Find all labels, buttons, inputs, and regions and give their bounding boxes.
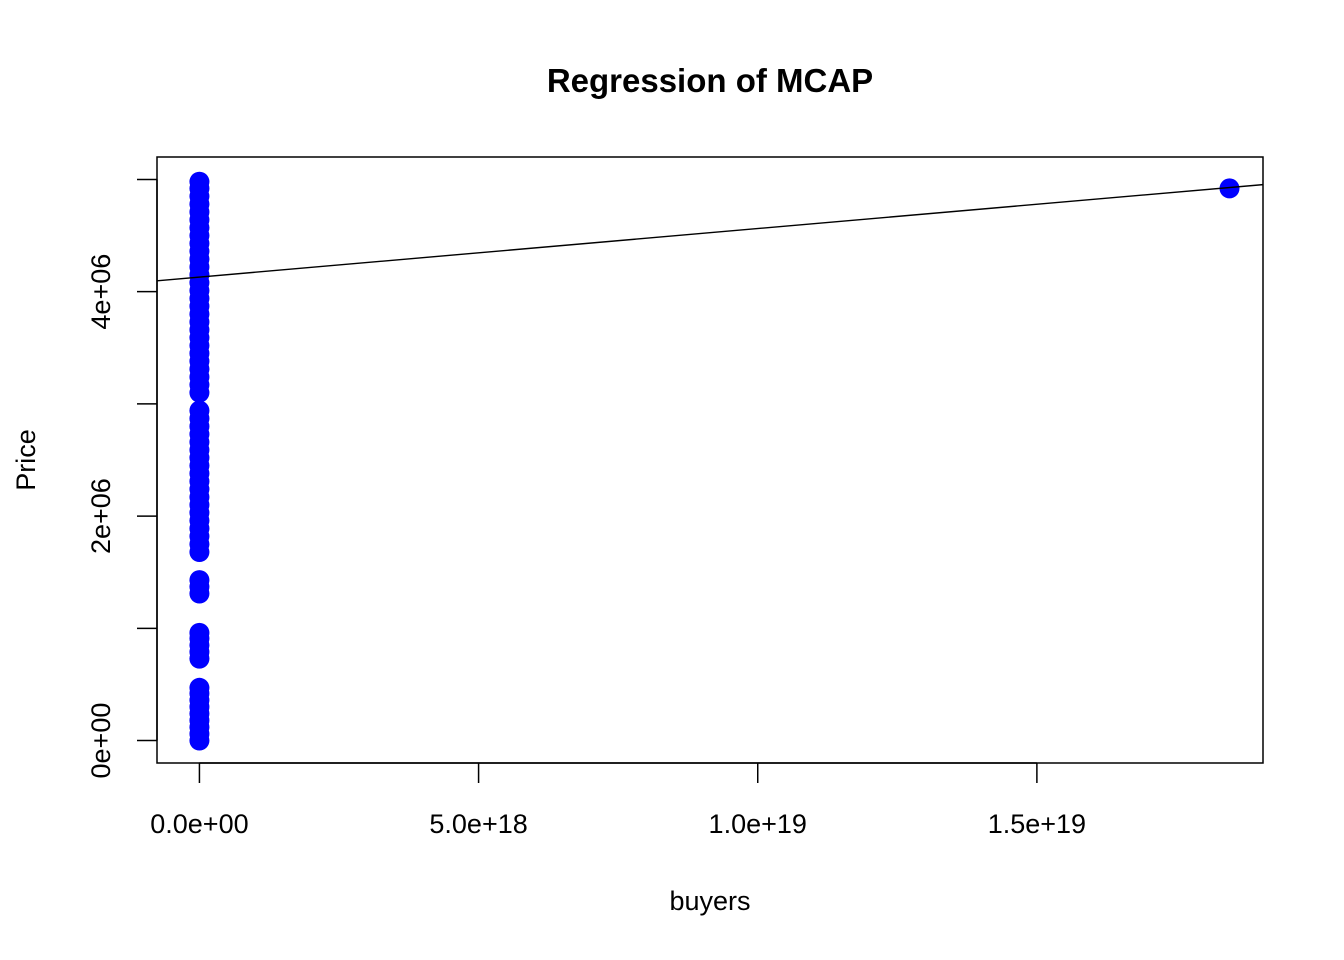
x-tick-label: 1.0e+19 [709, 809, 807, 839]
y-axis: 0e+00 2e+06 4e+06 [86, 178, 158, 779]
data-point [189, 570, 210, 591]
points-layer [189, 171, 1240, 751]
y-tick-label: 4e+06 [86, 254, 116, 330]
data-point [1219, 178, 1240, 199]
y-tick-label: 0e+00 [86, 703, 116, 779]
plot-frame [156, 156, 1264, 764]
data-point [189, 400, 210, 421]
plot-area [156, 171, 1264, 751]
regression-line [156, 183, 1264, 282]
data-point [189, 677, 210, 698]
data-point [189, 622, 210, 643]
x-tick-label: 5.0e+18 [429, 809, 527, 839]
x-tick-label: 0.0e+00 [150, 809, 248, 839]
x-axis: 0.0e+00 5.0e+18 1.0e+19 1.5e+19 [150, 762, 1086, 839]
data-point [189, 171, 210, 192]
y-tick-label: 2e+06 [86, 478, 116, 554]
x-axis-label: buyers [669, 886, 750, 916]
y-axis-label: Price [11, 429, 41, 491]
x-tick-label: 1.5e+19 [988, 809, 1086, 839]
chart-title: Regression of MCAP [547, 62, 873, 99]
